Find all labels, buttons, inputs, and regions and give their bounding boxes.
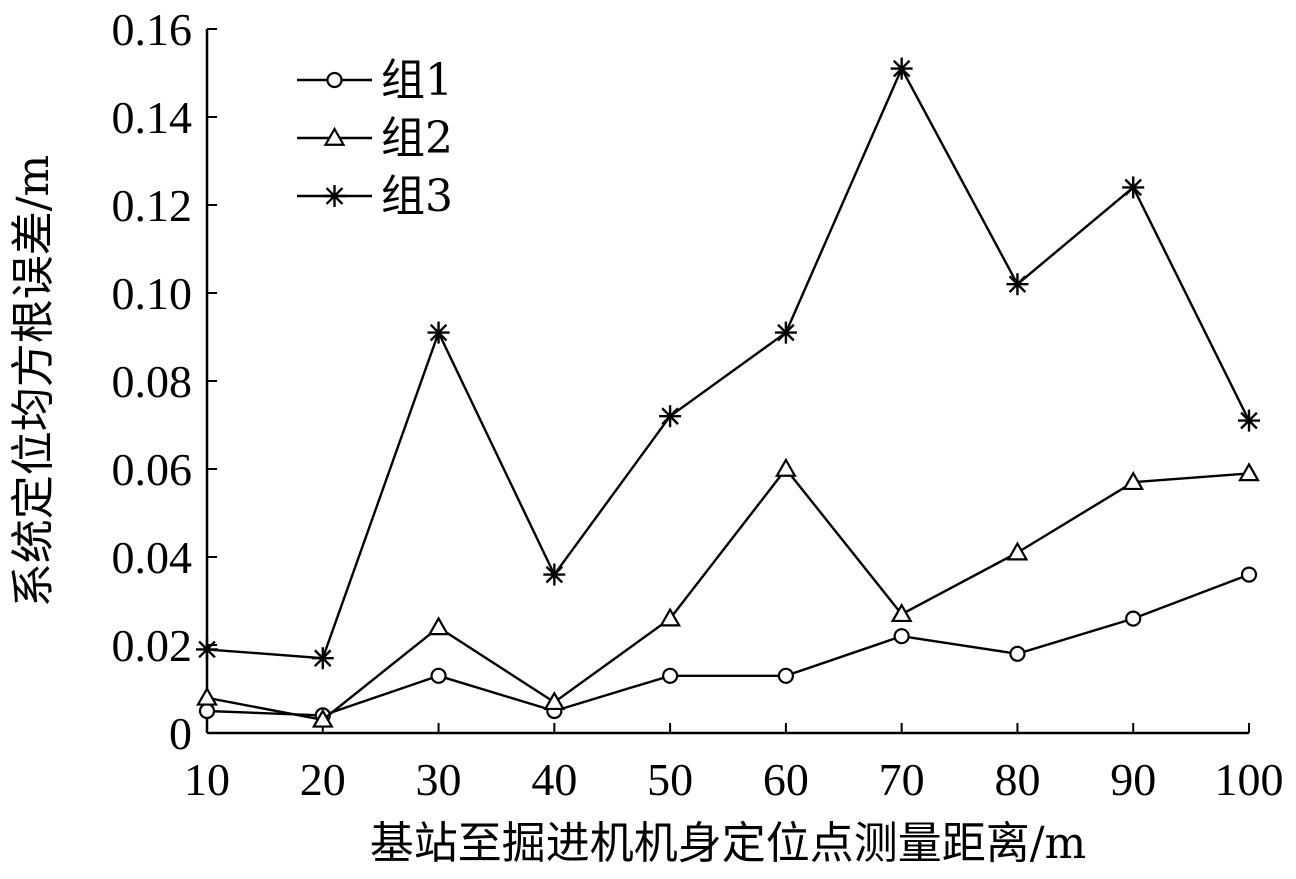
- asterisk-stroke: [314, 649, 332, 667]
- series-2: [196, 457, 1260, 728]
- y-axis-ticks: 0 0.02 0.04 0.06 0.08 0.10 0.12 0.14 0.16: [112, 4, 217, 759]
- triangle-marker: [1122, 470, 1145, 491]
- asterisk-marker: [1006, 273, 1029, 296]
- y-tick-label: 0.06: [112, 444, 193, 495]
- asterisk-stroke: [777, 323, 795, 342]
- triangle-marker: [1238, 462, 1260, 482]
- x-tick-label: 100: [1215, 754, 1284, 805]
- asterisk-marker: [774, 321, 797, 344]
- asterisk-marker: [659, 405, 682, 428]
- asterisk-marker: [1122, 176, 1145, 199]
- circle-marker: [662, 667, 679, 684]
- triangle-marker: [323, 126, 346, 146]
- series-line: [206, 467, 1250, 722]
- asterisk-stroke: [892, 59, 911, 78]
- y-tick-label: 0.04: [112, 532, 193, 583]
- asterisk-stroke: [1008, 275, 1027, 293]
- circle-marker: [1125, 610, 1142, 627]
- triangle-marker: [659, 607, 682, 627]
- asterisk-marker: [1238, 409, 1260, 432]
- triangle-marker: [311, 708, 334, 728]
- triangle-marker: [427, 616, 450, 636]
- asterisk-stroke: [325, 187, 344, 205]
- y-tick-label: 0.10: [112, 268, 193, 319]
- series-1: [198, 566, 1258, 724]
- triangle-marker: [774, 457, 797, 477]
- x-tick-label: 40: [531, 754, 577, 805]
- circle-marker: [1240, 566, 1258, 583]
- legend: 组1 组2 组3: [297, 55, 453, 222]
- x-axis-ticks: 10 20 30 40 50 60 70 80 90 100: [184, 723, 1284, 805]
- x-tick-label: 10: [184, 754, 230, 805]
- axes: [205, 29, 1249, 735]
- y-tick-label: 0.16: [112, 4, 193, 55]
- asterisk-marker: [323, 185, 346, 207]
- asterisk-stroke: [1240, 411, 1258, 430]
- x-tick-label: 30: [416, 754, 462, 805]
- circle-marker: [430, 667, 447, 684]
- triangle-marker: [890, 602, 913, 623]
- series-layer: [196, 57, 1260, 728]
- series-line: [206, 65, 1251, 660]
- y-tick-label: 0.02: [112, 620, 193, 671]
- y-axis-title: 系统定位均方根误差/m: [8, 155, 59, 608]
- x-axis-title: 基站至掘进机机身定位点测量距离/m: [370, 818, 1087, 869]
- asterisk-stroke: [429, 323, 448, 342]
- legend-item-3: 组3: [297, 171, 453, 222]
- asterisk-stroke: [198, 640, 216, 659]
- y-tick-label: 0.14: [112, 92, 193, 143]
- circle-marker: [198, 702, 216, 720]
- legend-item-1: 组1: [297, 55, 453, 106]
- y-tick-label: 0: [169, 708, 192, 759]
- triangle-marker: [1006, 541, 1029, 561]
- series-line: [206, 573, 1250, 717]
- asterisk-stroke: [1124, 178, 1142, 197]
- legend-label: 组1: [381, 55, 453, 106]
- circle-marker: [1009, 645, 1026, 662]
- triangle-marker: [543, 690, 566, 711]
- x-tick-label: 50: [647, 754, 693, 805]
- legend-label: 组3: [381, 171, 453, 222]
- legend-item-2: 组2: [297, 113, 453, 164]
- asterisk-marker: [311, 647, 334, 670]
- asterisk-marker: [196, 638, 218, 661]
- asterisk-marker: [427, 321, 450, 344]
- x-tick-label: 70: [879, 754, 925, 805]
- triangle-marker: [196, 686, 218, 706]
- circle-marker: [326, 71, 343, 89]
- y-tick-label: 0.12: [112, 180, 193, 231]
- x-tick-label: 20: [300, 754, 346, 805]
- series-3: [196, 57, 1260, 670]
- x-tick-label: 90: [1110, 754, 1156, 805]
- legend-label: 组2: [381, 113, 453, 164]
- asterisk-stroke: [661, 407, 679, 425]
- x-tick-label: 80: [994, 754, 1040, 805]
- x-tick-label: 60: [763, 754, 809, 805]
- circle-marker: [777, 667, 794, 684]
- asterisk-stroke: [545, 565, 564, 584]
- y-tick-label: 0.08: [112, 356, 193, 407]
- asterisk-marker: [890, 57, 913, 80]
- circle-marker: [893, 628, 910, 645]
- asterisk-marker: [543, 563, 566, 586]
